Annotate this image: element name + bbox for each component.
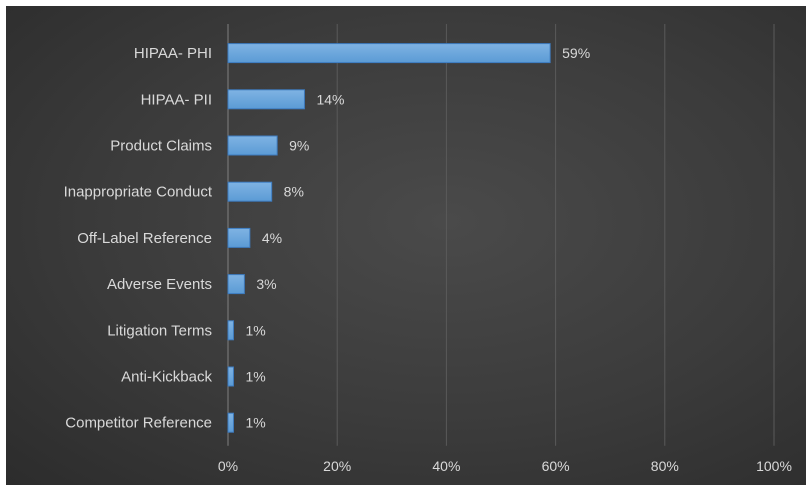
category-label: Off-Label Reference — [77, 230, 212, 247]
category-label: Litigation Terms — [107, 322, 212, 339]
bar — [227, 89, 305, 110]
value-label: 9% — [289, 138, 309, 154]
value-label: 14% — [316, 91, 344, 107]
value-label: 1% — [245, 369, 265, 385]
x-tick-label: 60% — [542, 458, 570, 474]
category-label: HIPAA- PII — [141, 91, 212, 108]
x-tick-label: 20% — [323, 458, 351, 474]
category-label: HIPAA- PHI — [134, 45, 212, 62]
bar — [227, 412, 234, 433]
labels: 0% 20% 40% 60% 80% 100% HIPAA- PHI 59% HIPAA- PI… — [64, 45, 792, 474]
value-label: 1% — [245, 415, 265, 431]
bar — [227, 274, 245, 295]
value-label: 8% — [284, 184, 304, 200]
bar — [227, 135, 278, 156]
x-tick-label: 80% — [651, 458, 679, 474]
value-label: 4% — [262, 230, 282, 246]
chart-area: 0% 20% 40% 60% 80% 100% HIPAA- PHI 59% HIPAA- PI… — [6, 6, 806, 485]
category-label: Inappropriate Conduct — [64, 184, 213, 201]
bar — [227, 320, 234, 341]
gridlines — [336, 24, 775, 446]
value-label: 59% — [562, 45, 590, 61]
category-label: Competitor Reference — [65, 415, 212, 432]
value-label: 3% — [256, 276, 276, 292]
bar — [227, 43, 551, 64]
category-label: Anti-Kickback — [121, 369, 212, 386]
bars — [227, 43, 551, 433]
x-tick-label: 0% — [218, 458, 238, 474]
x-tick-label: 40% — [432, 458, 460, 474]
value-label: 1% — [245, 322, 265, 338]
bar — [227, 181, 273, 202]
bar-chart: 0% 20% 40% 60% 80% 100% HIPAA- PHI 59% HIPAA- PI… — [64, 24, 792, 474]
category-label: Adverse Events — [107, 276, 212, 293]
x-tick-label: 100% — [756, 458, 792, 474]
bar — [227, 366, 234, 387]
bar — [227, 227, 251, 248]
category-label: Product Claims — [110, 138, 212, 155]
